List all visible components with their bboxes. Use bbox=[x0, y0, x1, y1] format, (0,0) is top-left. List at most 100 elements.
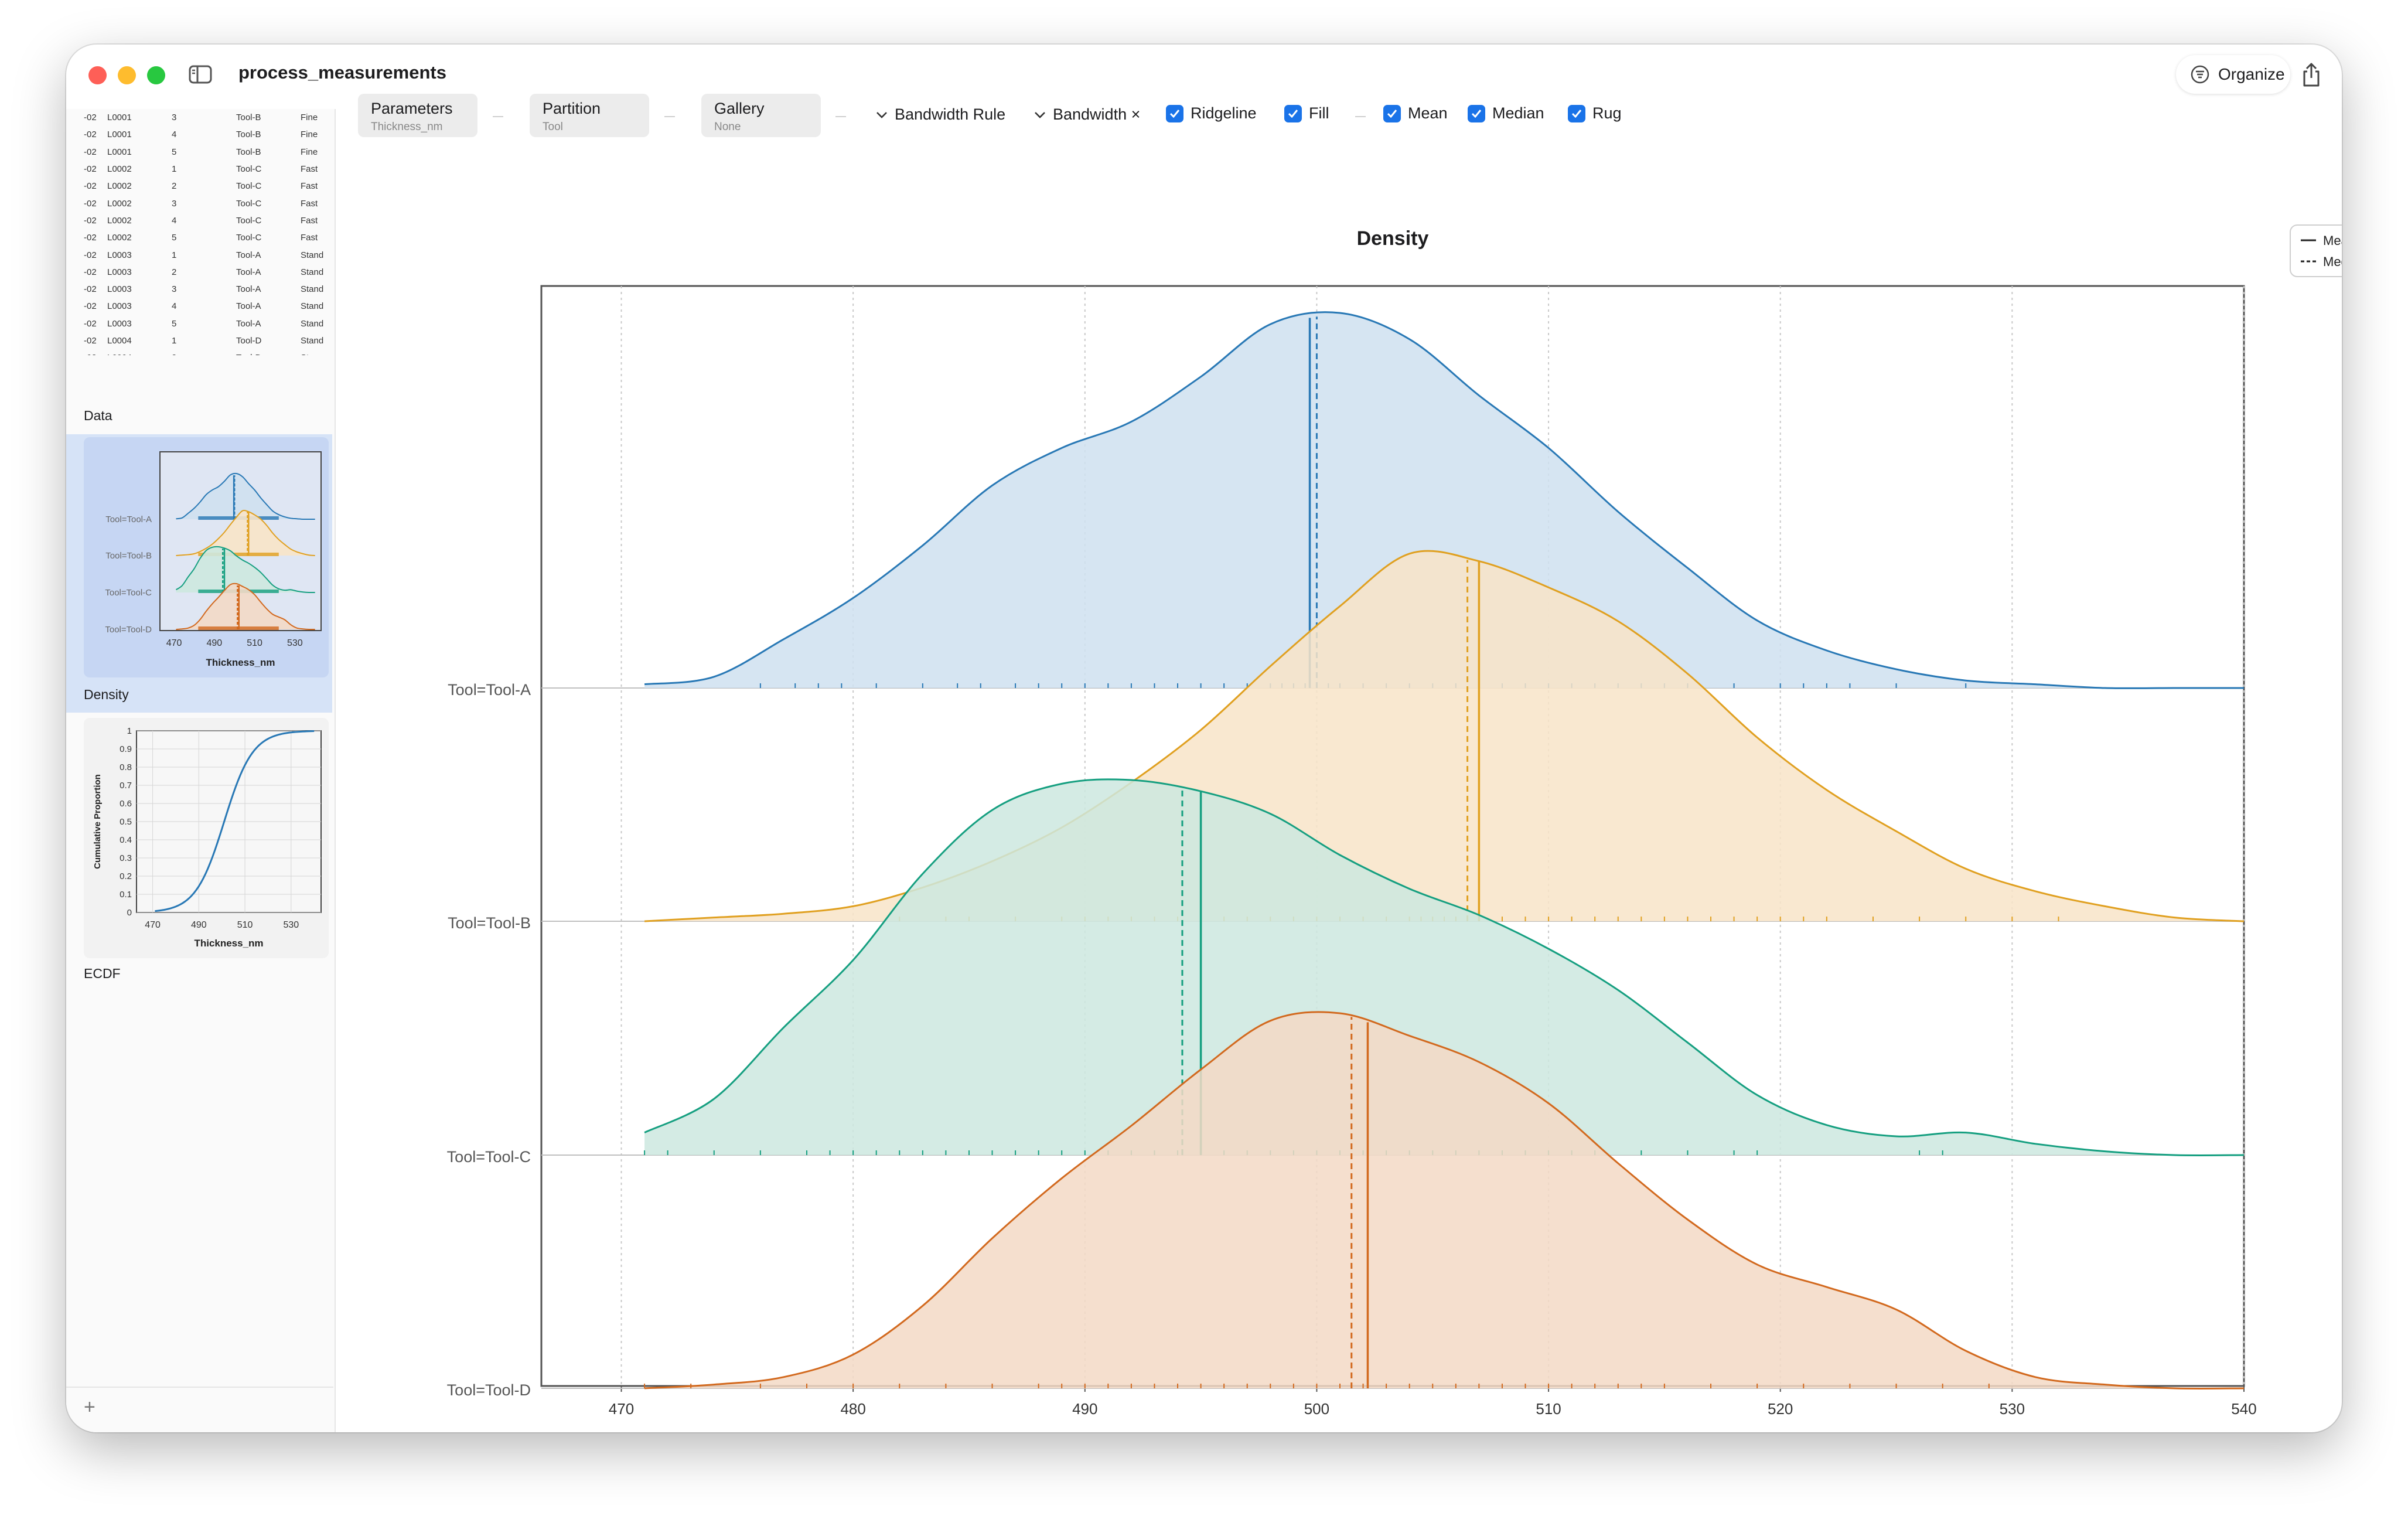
table-cell: Stand bbox=[301, 250, 324, 260]
table-cell: 2 bbox=[172, 181, 177, 192]
rug-label: Rug bbox=[1592, 104, 1622, 122]
table-cell: Tool-A bbox=[236, 284, 261, 295]
table-cell: Fine bbox=[301, 130, 318, 140]
table-cell: L0002 bbox=[107, 198, 132, 209]
gallery-selector[interactable]: Gallery None bbox=[701, 94, 821, 137]
table-row: -02 L0003 2 Tool-A Stand bbox=[84, 264, 329, 281]
fill-checkbox[interactable]: Fill bbox=[1284, 104, 1329, 122]
app-window: process_measurements Organize -02 L0001 3 T… bbox=[66, 45, 2342, 1432]
table-cell: Tool-A bbox=[236, 250, 261, 260]
median-label: Median bbox=[1492, 104, 1544, 122]
legend-mean-label: Mean bbox=[2323, 233, 2342, 248]
sidebar-item-ecdf[interactable]: ECDF bbox=[84, 966, 121, 981]
thumb-density-area bbox=[176, 473, 315, 520]
ridgeline-label: Ridgeline bbox=[1191, 104, 1257, 122]
thumb-tick-label: 490 bbox=[206, 638, 222, 648]
ridgeline-checkbox[interactable]: Ridgeline bbox=[1166, 104, 1257, 122]
ecdf-ytick-label: 0.3 bbox=[120, 853, 132, 863]
table-cell: Tool-D bbox=[236, 336, 262, 346]
window-title: process_measurements bbox=[238, 62, 446, 83]
median-checkbox[interactable]: Median bbox=[1468, 104, 1544, 122]
table-cell: L0003 bbox=[107, 301, 132, 312]
table-cell: L0002 bbox=[107, 215, 132, 226]
thumb-density-line bbox=[176, 509, 315, 556]
thumb-density-line bbox=[176, 472, 315, 520]
mean-label: Mean bbox=[1408, 104, 1448, 122]
thumb-row-label: Tool=Tool-B bbox=[105, 551, 152, 561]
add-plot-button[interactable]: + bbox=[84, 1396, 95, 1418]
x-tick-label: 540 bbox=[2231, 1400, 2256, 1418]
table-cell: -02 bbox=[84, 301, 97, 312]
table-row: -02 L0002 3 Tool-C Fast bbox=[84, 195, 329, 212]
data-thumbnail[interactable]: -02 L0001 3 Tool-B Fine -02 L0001 4 Tool-B Fine -0… bbox=[84, 109, 329, 355]
fill-label: Fill bbox=[1309, 104, 1329, 122]
table-cell: 4 bbox=[172, 215, 177, 226]
sidebar-item-density[interactable]: Density bbox=[84, 687, 129, 702]
ecdf-ytick-label: 0.1 bbox=[120, 890, 132, 900]
rug-checkbox[interactable]: Rug bbox=[1568, 104, 1622, 122]
parameters-selector[interactable]: Parameters Thickness_nm bbox=[358, 94, 477, 137]
density-area bbox=[644, 1011, 2244, 1389]
partition-selector[interactable]: Partition Tool bbox=[530, 94, 649, 137]
title-bar: process_measurements Organize bbox=[66, 45, 2342, 109]
checkmark-icon bbox=[1468, 104, 1485, 122]
table-cell: L0004 bbox=[107, 349, 172, 355]
table-row: -02 L0001 3 Tool-B Fine bbox=[84, 109, 329, 126]
table-cell: L0002 bbox=[107, 233, 132, 243]
x-tick-label: 530 bbox=[2000, 1400, 2025, 1418]
mean-checkbox[interactable]: Mean bbox=[1383, 104, 1448, 122]
minimize-window-button[interactable] bbox=[118, 66, 136, 84]
organize-icon bbox=[2191, 65, 2209, 84]
sidebar-toggle-icon[interactable] bbox=[188, 62, 213, 87]
table-cell: L0003 bbox=[107, 318, 132, 329]
table-row: -02 L0001 5 Tool-B Fine bbox=[84, 144, 329, 161]
ecdf-ytick-label: 0.5 bbox=[120, 817, 132, 827]
data-table: -02 L0001 3 Tool-B Fine -02 L0001 4 Tool-B Fine -0… bbox=[84, 109, 329, 355]
table-cell: Tool-B bbox=[236, 130, 261, 140]
density-thumbnail-plot: Tool=Tool-A Tool=Tool-B Tool=Tool-C Tool=To… bbox=[105, 451, 322, 668]
thumb-xlabel: Thickness_nm bbox=[206, 657, 275, 668]
ridge-label: Tool=Tool-C bbox=[447, 1148, 531, 1166]
table-cell: L0003 bbox=[107, 250, 132, 260]
sidebar: -02 L0001 3 Tool-B Fine -02 L0001 4 Tool-B Fine -0… bbox=[66, 109, 336, 1432]
bandwidth-multiplier-dropdown[interactable]: Bandwidth × bbox=[1033, 105, 1140, 124]
table-cell: 5 bbox=[172, 233, 177, 243]
table-cell: -02 bbox=[84, 336, 97, 346]
bandwidth-rule-dropdown[interactable]: Bandwidth Rule bbox=[875, 105, 1005, 124]
chevron-down-icon bbox=[876, 111, 887, 118]
thumb-row-label: Tool=Tool-C bbox=[105, 588, 152, 598]
chevron-down-icon bbox=[1035, 111, 1045, 118]
thumb-row-label: Tool=Tool-D bbox=[105, 625, 152, 635]
table-cell: Tool-D bbox=[236, 349, 301, 355]
table-cell: -02 bbox=[84, 318, 97, 329]
share-icon[interactable] bbox=[2300, 62, 2323, 88]
sidebar-item-data[interactable]: Data bbox=[84, 408, 112, 423]
table-row: -02 L0002 4 Tool-C Fast bbox=[84, 212, 329, 229]
ecdf-ytick-label: 0.9 bbox=[120, 744, 132, 754]
density-line bbox=[644, 311, 2244, 689]
density-chart[interactable]: 470 480 490 500 510 520 530 540 Tool=Tool-A Tool=… bbox=[335, 175, 2342, 1432]
table-cell: 3 bbox=[172, 284, 177, 295]
table-cell: -02 bbox=[84, 113, 97, 123]
ecdf-ytick-label: 0 bbox=[127, 908, 132, 918]
table-cell: Stan bbox=[301, 349, 329, 355]
table-cell: Tool-C bbox=[236, 181, 262, 192]
thumb-density-line bbox=[175, 546, 315, 594]
zoom-window-button[interactable] bbox=[147, 66, 165, 84]
ecdf-thumbnail[interactable]: 1 0.9 0.8 0.7 0.6 0.5 0.4 0.3 0.2 0.1 0 470 490 510 53… bbox=[84, 718, 329, 958]
toolbar-separator bbox=[1355, 116, 1366, 117]
table-cell: 1 bbox=[172, 336, 177, 346]
ridge-label: Tool=Tool-A bbox=[448, 681, 531, 699]
x-tick-label: 470 bbox=[609, 1400, 634, 1418]
table-cell: Tool-C bbox=[236, 215, 262, 226]
table-cell: L0002 bbox=[107, 164, 132, 175]
organize-button[interactable]: Organize bbox=[2176, 55, 2290, 94]
x-tick-label: 520 bbox=[1768, 1400, 1793, 1418]
ecdf-ytick-label: 0.7 bbox=[120, 781, 132, 791]
parameters-title: Parameters bbox=[371, 100, 453, 117]
ridge-label: Tool=Tool-B bbox=[448, 914, 531, 932]
close-window-button[interactable] bbox=[88, 66, 107, 84]
checkmark-icon bbox=[1166, 104, 1183, 122]
table-row: -02 L0003 5 Tool-A Stand bbox=[84, 315, 329, 332]
sidebar-item-density-selected[interactable]: Tool=Tool-A Tool=Tool-B Tool=Tool-C Tool=To… bbox=[66, 434, 332, 713]
